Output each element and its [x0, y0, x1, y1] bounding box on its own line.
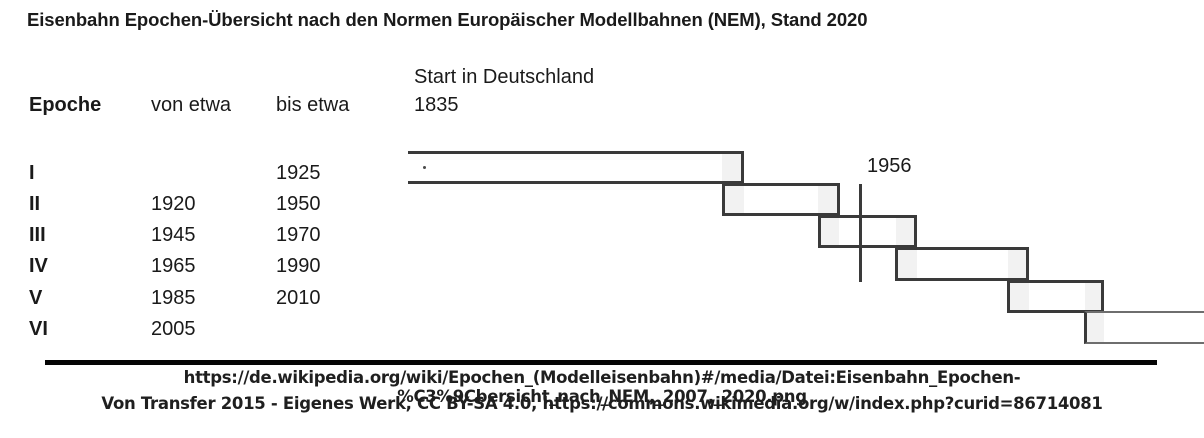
epoch-von-year: 1920 — [151, 193, 196, 215]
epoch-bis-year: 1970 — [276, 224, 321, 246]
attribution-text: Von Transfer 2015 - Eigenes Werk, CC BY-… — [101, 394, 1103, 413]
epoch-bar-1 — [408, 151, 744, 184]
epoch-label: V — [29, 287, 43, 309]
epoch-bar-6 — [1084, 311, 1204, 344]
epoch-bis-year: 2010 — [276, 287, 321, 309]
figure-title: Eisenbahn Epochen-Übersicht nach den Nor… — [27, 9, 868, 30]
epoch-von-year: 2005 — [151, 318, 196, 340]
source-url-text: https://de.wikipedia.org/wiki/Epochen_(M… — [183, 368, 1021, 406]
year-1956-label: 1956 — [867, 155, 912, 177]
epoch-bis-year: 1925 — [276, 162, 321, 184]
epoch-bis-year: 1990 — [276, 255, 321, 277]
column-header-bis-etwa: bis etwa — [276, 94, 350, 116]
year-1956-marker-line — [859, 184, 862, 282]
column-header-von-etwa: von etwa — [151, 94, 232, 116]
column-header-epoche: Epoche — [29, 94, 102, 116]
epoch-bis-year: 1950 — [276, 193, 321, 215]
bar-start-dot — [423, 166, 426, 169]
start-in-deutschland-label: Start in Deutschland — [414, 66, 595, 88]
epoch-bar-2 — [722, 183, 840, 216]
epoch-bar-5 — [1007, 280, 1104, 313]
epoch-von-year: 1965 — [151, 255, 196, 277]
epoch-von-year: 1945 — [151, 224, 196, 246]
epoch-label: II — [29, 193, 41, 215]
epoch-bar-4 — [895, 247, 1029, 281]
epoch-von-year: 1985 — [151, 287, 196, 309]
epoch-label: I — [29, 162, 35, 184]
epoch-label: III — [29, 224, 46, 246]
epoch-label: IV — [29, 255, 48, 277]
start-year-value: 1835 — [414, 94, 459, 116]
epoch-bar-3 — [818, 215, 917, 248]
epoch-label: VI — [29, 318, 48, 340]
footer-divider — [45, 360, 1157, 365]
